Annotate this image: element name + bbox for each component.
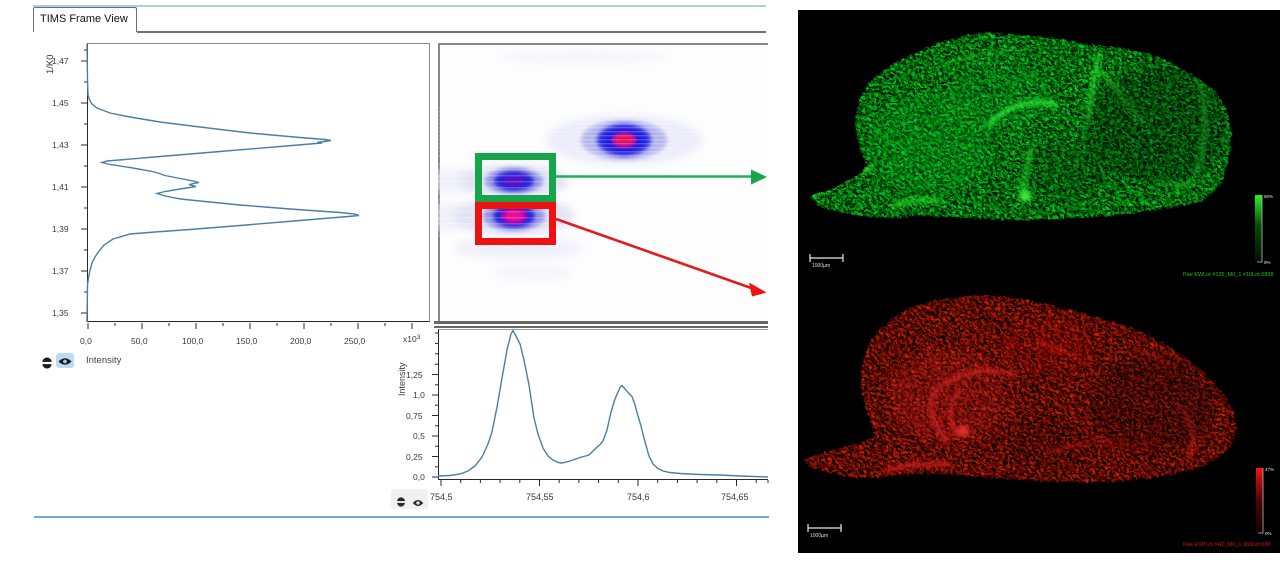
svg-text:0%: 0%: [1264, 260, 1271, 265]
svg-text:47%: 47%: [1265, 467, 1274, 472]
svg-text:1000µm: 1000µm: [812, 263, 830, 269]
svg-text:Pae EWLot #126_M0_1 #10Lot 089: Pae EWLot #126_M0_1 #10Lot 0898: [1183, 272, 1274, 278]
svg-text:0%: 0%: [1265, 531, 1272, 536]
svg-text:1000µm: 1000µm: [810, 533, 828, 539]
svg-text:50%: 50%: [1264, 194, 1273, 199]
svg-text:Pae EXPLot #H2_M0_1 360Lot 088: Pae EXPLot #H2_M0_1 360Lot 088: [1183, 542, 1270, 548]
